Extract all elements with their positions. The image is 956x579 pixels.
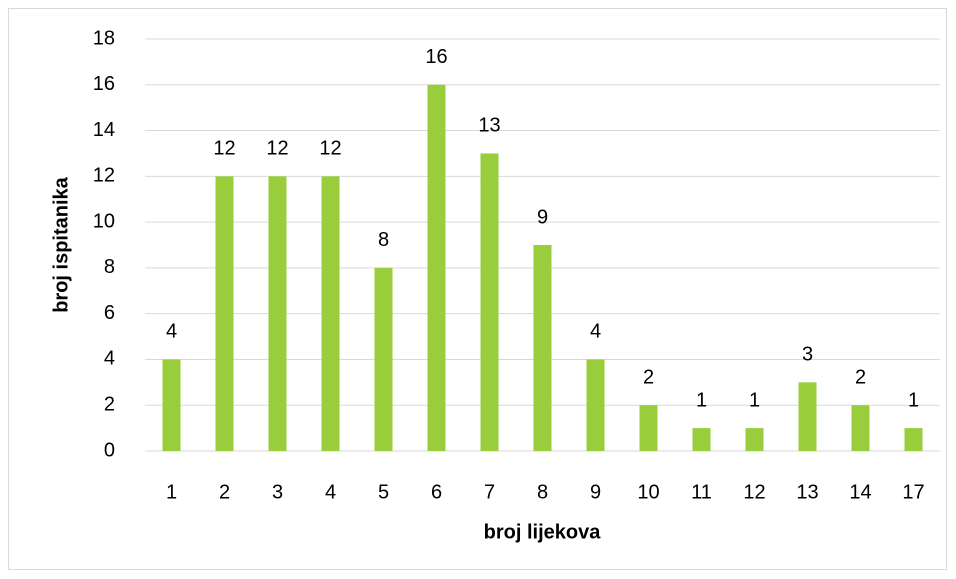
y-tick-label: 8: [104, 256, 115, 278]
y-tick-label: 6: [104, 302, 115, 324]
y-tick-label: 10: [93, 210, 115, 232]
data-label: 1: [749, 389, 760, 411]
x-tick-label: 17: [902, 481, 924, 503]
x-tick-label: 8: [537, 481, 548, 503]
bar: [162, 359, 181, 451]
x-tick-label: 12: [743, 481, 765, 503]
x-tick-label: 14: [849, 481, 871, 503]
data-label: 12: [213, 138, 235, 160]
bar: [851, 405, 870, 451]
data-label: 12: [319, 138, 341, 160]
data-label: 13: [478, 115, 500, 137]
x-tick-label: 1: [166, 481, 177, 503]
bar: [374, 267, 393, 451]
y-tick-label: 14: [93, 119, 115, 141]
y-tick-label: 4: [104, 348, 115, 370]
x-tick-label: 10: [637, 481, 659, 503]
data-label: 1: [908, 389, 919, 411]
bar: [798, 382, 817, 451]
data-label: 3: [802, 344, 813, 366]
data-label: 1: [696, 389, 707, 411]
data-label: 9: [537, 206, 548, 228]
x-tick-label: 7: [484, 481, 495, 503]
bar: [745, 428, 764, 451]
bar: [904, 428, 923, 451]
bar: [268, 176, 287, 452]
data-label: 12: [266, 138, 288, 160]
data-label: 4: [590, 321, 601, 343]
y-tick-label: 16: [93, 73, 115, 95]
x-tick-label: 9: [590, 481, 601, 503]
y-tick-label: 2: [104, 394, 115, 416]
data-label: 16: [425, 46, 447, 68]
bar: [427, 84, 446, 452]
bar: [639, 405, 658, 451]
bar: [215, 176, 234, 452]
x-tick-label: 4: [325, 481, 336, 503]
data-label: 2: [855, 367, 866, 389]
y-tick-label: 12: [93, 165, 115, 187]
x-tick-label: 13: [796, 481, 818, 503]
bar: [533, 245, 552, 451]
data-label: 4: [166, 321, 177, 343]
x-tick-label: 2: [219, 481, 230, 503]
data-label: 8: [378, 229, 389, 251]
x-tick-label: 11: [691, 481, 712, 503]
bar: [480, 153, 499, 451]
y-tick-label: 0: [104, 439, 115, 461]
y-axis-label: broj ispitanika: [50, 176, 72, 312]
y-tick-label: 18: [93, 27, 115, 49]
x-axis-label: broj lijekova: [484, 521, 602, 543]
data-label: 2: [643, 367, 654, 389]
x-tick-label: 3: [272, 481, 283, 503]
bar: [692, 428, 711, 451]
x-tick-label: 5: [378, 481, 389, 503]
bar: [586, 359, 605, 451]
chart-border: [8, 8, 947, 570]
x-tick-label: 6: [431, 481, 442, 503]
bar: [321, 176, 340, 452]
